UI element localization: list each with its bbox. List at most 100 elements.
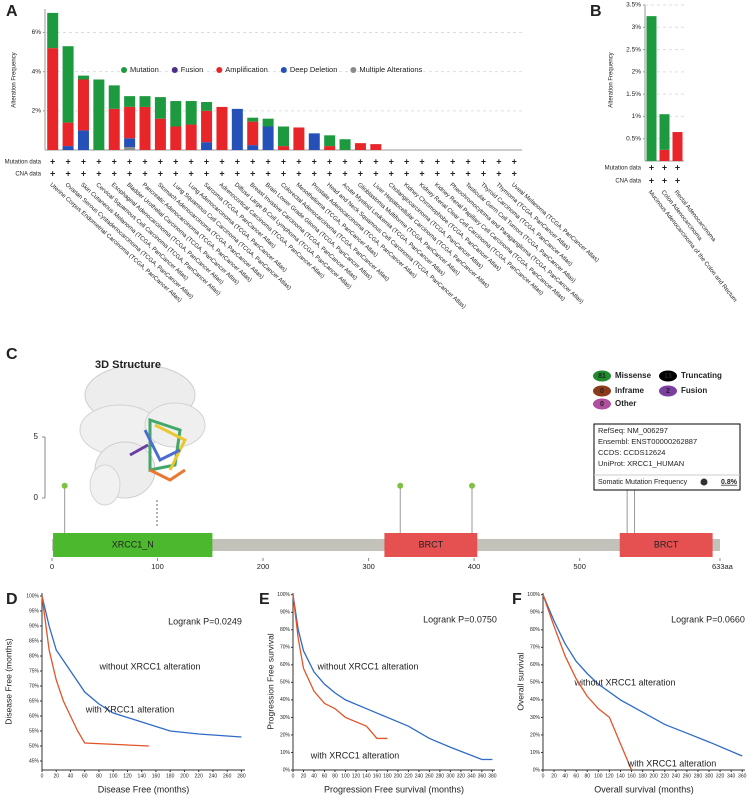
type-badge — [659, 385, 677, 397]
legend-marker — [121, 67, 127, 73]
info-value: ENST00000262887 — [631, 437, 697, 446]
info-label: Ensembl: — [598, 437, 629, 446]
bar-segment — [77, 75, 89, 80]
profile-mark: + — [662, 162, 667, 172]
x-tick-label: 180 — [166, 773, 175, 779]
x-tick-label: 40 — [562, 773, 568, 779]
profile-mark: + — [327, 156, 332, 166]
type-badge — [593, 370, 611, 382]
profile-mark: + — [112, 156, 117, 166]
info-box — [593, 423, 741, 491]
bar-segment — [216, 106, 228, 150]
x-tick-label: 633aa — [712, 562, 734, 571]
y-tick-label: 100% — [277, 592, 290, 598]
structure-label: 3D Structure — [95, 359, 161, 371]
bar-segment — [370, 144, 382, 150]
y-tick-label: 40% — [280, 697, 291, 703]
profile-mark: + — [281, 156, 286, 166]
bar-segment — [124, 138, 136, 148]
bar-segment — [201, 110, 213, 143]
x-tick-label: 60 — [82, 773, 88, 779]
profile-mark: + — [296, 168, 301, 178]
bar-segment — [247, 117, 259, 122]
x-tick-label: 300 — [446, 773, 455, 779]
bar-segment — [77, 130, 89, 150]
lollipop-head — [469, 482, 476, 489]
curve-label: without XRCC1 alteration — [316, 661, 418, 671]
profile-mark: + — [450, 156, 455, 166]
profile-mark: + — [496, 156, 501, 166]
lollipop-head — [397, 482, 404, 489]
legend-label: Deep Deletion — [290, 65, 338, 74]
x-tick-label: 280 — [237, 773, 246, 779]
bar-segment — [247, 121, 259, 146]
panel-label: F — [512, 591, 522, 608]
x-tick-label: 300 — [705, 773, 714, 779]
type-count: 13 — [664, 373, 672, 380]
y-axis-title: Disease Free (months) — [3, 638, 13, 725]
domain-label: BRCT — [654, 539, 679, 549]
panel-label: B — [590, 3, 602, 20]
x-tick-label: 120 — [352, 773, 361, 779]
category-label: Mucinous Adenocarcinoma of the Colon and… — [647, 190, 738, 304]
survival-curve — [292, 594, 493, 761]
y-tick-label: 45% — [29, 758, 40, 764]
curve-label: with XRCC1 alteration — [627, 758, 717, 768]
x-tick-label: 0 — [50, 562, 54, 571]
survival-curve — [292, 594, 388, 740]
x-tick-label: 400 — [468, 562, 481, 571]
row-label: CNA data — [15, 172, 41, 178]
survival-curve — [542, 594, 633, 771]
bar-segment — [278, 146, 289, 150]
profile-mark: + — [481, 156, 486, 166]
curve-label: without XRCC1 alteration — [573, 677, 675, 687]
y-tick-label: 10% — [530, 750, 541, 756]
row-label: Mutation data — [605, 166, 642, 172]
x-tick-label: 180 — [383, 773, 392, 779]
x-tick-label: 20 — [53, 773, 59, 779]
x-tick-label: 80 — [332, 773, 338, 779]
x-axis-title: Progression Free survival (months) — [324, 784, 464, 794]
x-tick-label: 140 — [362, 773, 371, 779]
profile-mark: + — [358, 156, 363, 166]
x-tick-label: 320 — [457, 773, 466, 779]
profile-mark: + — [219, 168, 224, 178]
y-tick-label: 80% — [530, 627, 541, 633]
profile-mark: + — [96, 168, 101, 178]
curve-label: with XRCC1 alteration — [310, 750, 400, 760]
bar-segment — [47, 48, 59, 150]
bar-segment — [108, 85, 120, 109]
x-tick-label: 360 — [738, 773, 747, 779]
bar-segment — [262, 118, 274, 127]
profile-mark: + — [96, 156, 101, 166]
profile-mark: + — [404, 156, 409, 166]
y-tick-label: 40% — [530, 697, 541, 703]
annotation: Logrank P=0.0660 — [671, 614, 745, 624]
y-tick-label: 20% — [280, 732, 291, 738]
y-tick-label: 4% — [32, 68, 42, 75]
profile-mark: + — [204, 156, 209, 166]
bar-segment — [124, 96, 136, 107]
y-tick-label: 10% — [280, 750, 291, 756]
profile-mark: + — [435, 168, 440, 178]
bar-segment — [139, 106, 151, 150]
x-tick-label: 60 — [573, 773, 579, 779]
profile-mark: + — [265, 168, 270, 178]
annotation: Logrank P=0.0249 — [168, 616, 242, 626]
y-tick-label: 80% — [280, 627, 291, 633]
info-value: XRCC1_HUMAN — [627, 459, 684, 468]
legend-label: Mutation — [130, 65, 159, 74]
y-tick-label: 0% — [533, 767, 541, 773]
bar-segment — [170, 101, 182, 127]
y-tick-label: 5 — [34, 432, 39, 441]
x-tick-label: 100 — [594, 773, 603, 779]
x-tick-label: 500 — [573, 562, 586, 571]
type-badge — [659, 370, 677, 382]
profile-mark: + — [158, 156, 163, 166]
x-tick-label: 60 — [322, 773, 328, 779]
bar-segment — [201, 142, 213, 150]
panel-label: A — [6, 3, 18, 20]
bar-segment — [646, 16, 657, 162]
bar-segment — [170, 126, 182, 150]
